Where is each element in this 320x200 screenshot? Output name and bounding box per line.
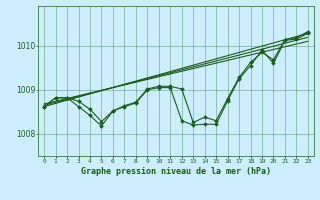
X-axis label: Graphe pression niveau de la mer (hPa): Graphe pression niveau de la mer (hPa) [81, 167, 271, 176]
